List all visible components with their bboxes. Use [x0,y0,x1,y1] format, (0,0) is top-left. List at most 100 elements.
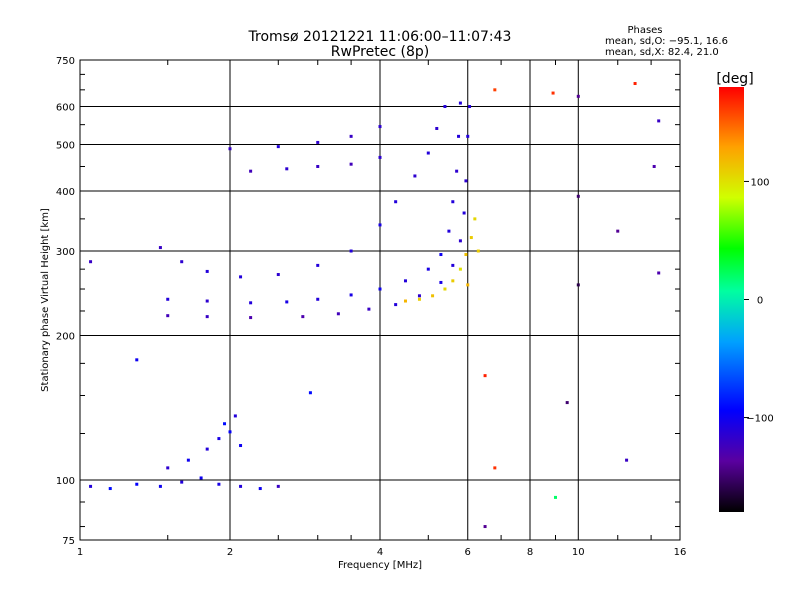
data-point [403,299,407,303]
data-point [205,299,209,303]
data-point [108,487,112,491]
data-point [378,155,382,159]
x-tick-label: 6 [465,547,471,558]
data-point [431,294,435,298]
data-point [249,301,253,305]
data-point [443,105,447,109]
y-tick-label: 200 [56,332,75,343]
data-point [565,401,569,405]
data-point [483,525,487,529]
data-point [367,307,371,311]
data-point [483,374,487,378]
data-point [378,125,382,129]
data-point [276,273,280,277]
data-point [633,82,637,86]
data-point [228,147,232,151]
data-point [228,430,232,434]
data-point [166,466,170,470]
data-point [186,458,190,462]
data-point [616,229,620,233]
data-point [239,484,243,488]
data-point [451,263,455,267]
data-point [316,297,320,301]
data-point [276,145,280,149]
data-point [473,217,477,221]
data-point [476,249,480,253]
data-point [239,444,243,448]
data-point [89,260,93,264]
colorbar-label: [deg] [716,71,753,87]
chart-title: Tromsø 20121221 11:06:00–11:07:43 [248,29,512,45]
data-point [551,91,555,95]
data-point [285,300,289,304]
data-point [462,211,466,215]
data-point [426,267,430,271]
data-point [135,358,139,362]
data-point [249,316,253,320]
data-point [576,283,580,287]
data-point [458,101,462,105]
data-point [158,484,162,488]
x-tick-label: 2 [227,547,233,558]
data-point [166,314,170,318]
x-tick-label: 4 [377,547,383,558]
data-point [158,246,162,250]
y-tick-label: 500 [56,141,75,152]
data-point [417,297,421,301]
data-point [258,487,262,491]
grid-lines [80,60,680,540]
data-point [451,200,455,204]
data-point [135,482,139,486]
data-point [493,466,497,470]
data-point [378,223,382,227]
colorbar [719,87,744,512]
data-point [249,169,253,173]
data-point [349,293,353,297]
y-tick-label: 75 [62,536,75,547]
y-tick-label: 600 [56,103,75,114]
data-point [657,271,661,275]
data-point [652,164,656,168]
data-point [451,279,455,283]
data-point [316,263,320,267]
data-point [349,162,353,166]
data-point [469,236,473,240]
data-point [553,495,557,499]
data-point [657,119,661,123]
data-point [316,140,320,144]
data-point [276,484,280,488]
chart-subtitle: RwPretec (8p) [331,44,429,60]
data-point [439,280,443,284]
data-point [180,480,184,484]
data-point [166,297,170,301]
data-point [576,194,580,198]
data-point [378,287,382,291]
data-point [336,312,340,316]
data-point [89,484,93,488]
data-point [223,422,227,426]
colorbar-tick-label: −100 [746,414,773,425]
data-point [466,134,470,138]
data-point [464,253,468,257]
data-points [89,82,661,529]
data-point [217,482,221,486]
data-point [426,151,430,155]
colorbar-ticks: 100 0 −100 [744,177,774,425]
data-point [464,179,468,183]
data-point [217,437,221,441]
x-tick-label: 16 [674,547,687,558]
data-point [349,249,353,253]
data-point [493,88,497,92]
legend-heading: Phases [627,25,662,36]
data-point [576,94,580,98]
data-point [468,105,472,109]
y-tick-label: 750 [56,56,75,67]
y-tick-label: 300 [56,247,75,258]
data-point [435,126,439,130]
data-point [205,315,209,319]
data-point [199,476,203,480]
x-axis-label: Frequency [MHz] [338,560,422,571]
y-tick-label: 100 [56,476,75,487]
y-axis-label: Stationary phase Virtual Height [km] [40,208,51,392]
